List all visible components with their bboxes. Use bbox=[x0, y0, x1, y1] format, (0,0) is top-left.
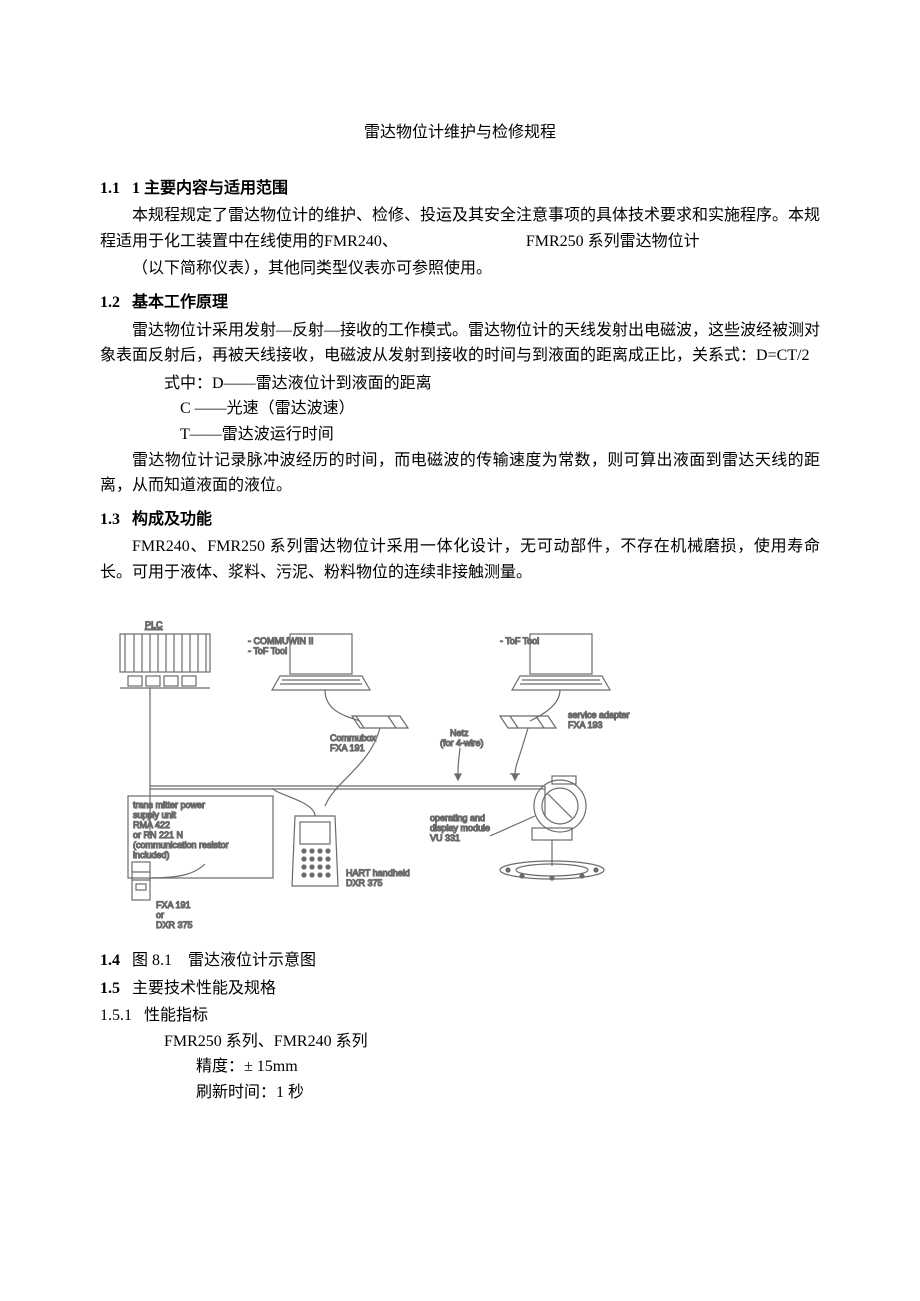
para-1-1-a: 本规程规定了雷达物位计的维护、检修、投运及其安全注意事项的具体技术要求和实施程序… bbox=[100, 203, 820, 254]
section-1-4-heading: 1.4 图 8.1 雷达液位计示意图 bbox=[100, 948, 820, 974]
commubox-l2: FXA 191 bbox=[330, 743, 365, 753]
spec-refresh: 刷新时间：1 秒 bbox=[196, 1080, 820, 1106]
section-label: 主要技术性能及规格 bbox=[132, 980, 276, 997]
section-1-2-heading: 1.2 基本工作原理 bbox=[100, 290, 820, 316]
hart-l1: HART handheld bbox=[346, 868, 410, 878]
section-num: 1.1 bbox=[100, 180, 120, 197]
netz-l2: (for 4-wire) bbox=[440, 738, 484, 748]
left-terminal-l1: - COMMUWIN II bbox=[248, 636, 314, 646]
model-ref: FMR240、 bbox=[324, 233, 398, 250]
schematic-diagram: PLC - COMMUWIN II - ToF Tool Commubox FX… bbox=[100, 616, 820, 945]
service-adapter-l2: FXA 193 bbox=[568, 720, 603, 730]
section-1-5-heading: 1.5 主要技术性能及规格 bbox=[100, 976, 820, 1002]
formula-def-c: C ——光速（雷达波速） bbox=[180, 396, 820, 422]
plc-label: PLC bbox=[145, 620, 163, 630]
section-num: 1.2 bbox=[100, 294, 120, 311]
formula: D=CT/2 bbox=[756, 347, 809, 364]
section-num: 1.5 bbox=[100, 980, 120, 997]
disp-l3: VU 331 bbox=[430, 833, 460, 843]
hart-l2: DXR 375 bbox=[346, 878, 383, 888]
ps-l2: supply unit bbox=[133, 810, 177, 820]
model-ref: FMR250 bbox=[526, 233, 584, 250]
fxa-l1: FXA 191 bbox=[156, 900, 191, 910]
right-terminal-l1: - ToF Tool bbox=[500, 636, 539, 646]
text: 本规程规定了雷达物位计的维护、检修、投运及其安全注意事项的具体技术要求和实施程序… bbox=[100, 207, 820, 250]
section-label: 图 8.1 雷达液位计示意图 bbox=[132, 952, 316, 969]
text: 雷达物位计采用发射—反射—接收的工作模式。雷达物位计的天线发射出电磁波，这些波经… bbox=[100, 322, 820, 365]
ps-l4: or RN 221 N bbox=[133, 830, 183, 840]
section-1-3-heading: 1.3 构成及功能 bbox=[100, 507, 820, 533]
section-label: 1 主要内容与适用范围 bbox=[132, 180, 288, 197]
para-1-2-b: 雷达物位计记录脉冲波经历的时间，而电磁波的传输速度为常数，则可算出液面到雷达天线… bbox=[100, 448, 820, 499]
section-1-5-1-heading: 1.5.1 性能指标 bbox=[100, 1003, 820, 1029]
fxa-l3: DXR 375 bbox=[156, 920, 193, 930]
section-num: 1.5.1 bbox=[100, 1007, 132, 1024]
para-1-2-a: 雷达物位计采用发射—反射—接收的工作模式。雷达物位计的天线发射出电磁波，这些波经… bbox=[100, 318, 820, 369]
disp-l2: display module bbox=[430, 823, 490, 833]
section-num: 1.3 bbox=[100, 511, 120, 528]
diagram-svg: PLC - COMMUWIN II - ToF Tool Commubox FX… bbox=[100, 616, 660, 936]
para-1-3-a: FMR240、FMR250 系列雷达物位计采用一体化设计，无可动部件，不存在机械… bbox=[100, 534, 820, 585]
text: FMR250 系列、FMR240 系列 bbox=[164, 1033, 368, 1050]
disp-l1: operating and bbox=[430, 813, 485, 823]
doc-title: 雷达物位计维护与检修规程 bbox=[100, 120, 820, 146]
netz-l1: Netz bbox=[450, 728, 469, 738]
spec-models: FMR250 系列、FMR240 系列 bbox=[164, 1029, 820, 1055]
spec-accuracy: 精度：± 15mm bbox=[196, 1054, 820, 1080]
text: 系列雷达物位计 bbox=[588, 233, 700, 250]
formula-def-d: 式中：D——雷达液位计到液面的距离 bbox=[100, 371, 820, 397]
ps-l6: included) bbox=[133, 850, 170, 860]
commubox-l1: Commubox bbox=[330, 733, 377, 743]
section-label: 性能指标 bbox=[144, 1007, 208, 1024]
section-label: 构成及功能 bbox=[132, 511, 212, 528]
ps-l1: trans mitter power bbox=[133, 800, 205, 810]
section-label: 基本工作原理 bbox=[132, 294, 228, 311]
service-adapter-l1: service adapter bbox=[568, 710, 630, 720]
section-num: 1.4 bbox=[100, 952, 120, 969]
text: 式中：D——雷达液位计到液面的距离 bbox=[164, 375, 432, 392]
section-1-1-heading: 1.1 1 主要内容与适用范围 bbox=[100, 176, 820, 202]
para-1-1-b: （以下简称仪表），其他同类型仪表亦可参照使用。 bbox=[100, 256, 820, 282]
fxa-l2: or bbox=[156, 910, 164, 920]
left-terminal-l2: - ToF Tool bbox=[248, 646, 287, 656]
ps-l3: RMA 422 bbox=[133, 820, 170, 830]
formula-def-t: T——雷达波运行时间 bbox=[180, 422, 820, 448]
ps-l5: (communication resistor bbox=[133, 840, 229, 850]
